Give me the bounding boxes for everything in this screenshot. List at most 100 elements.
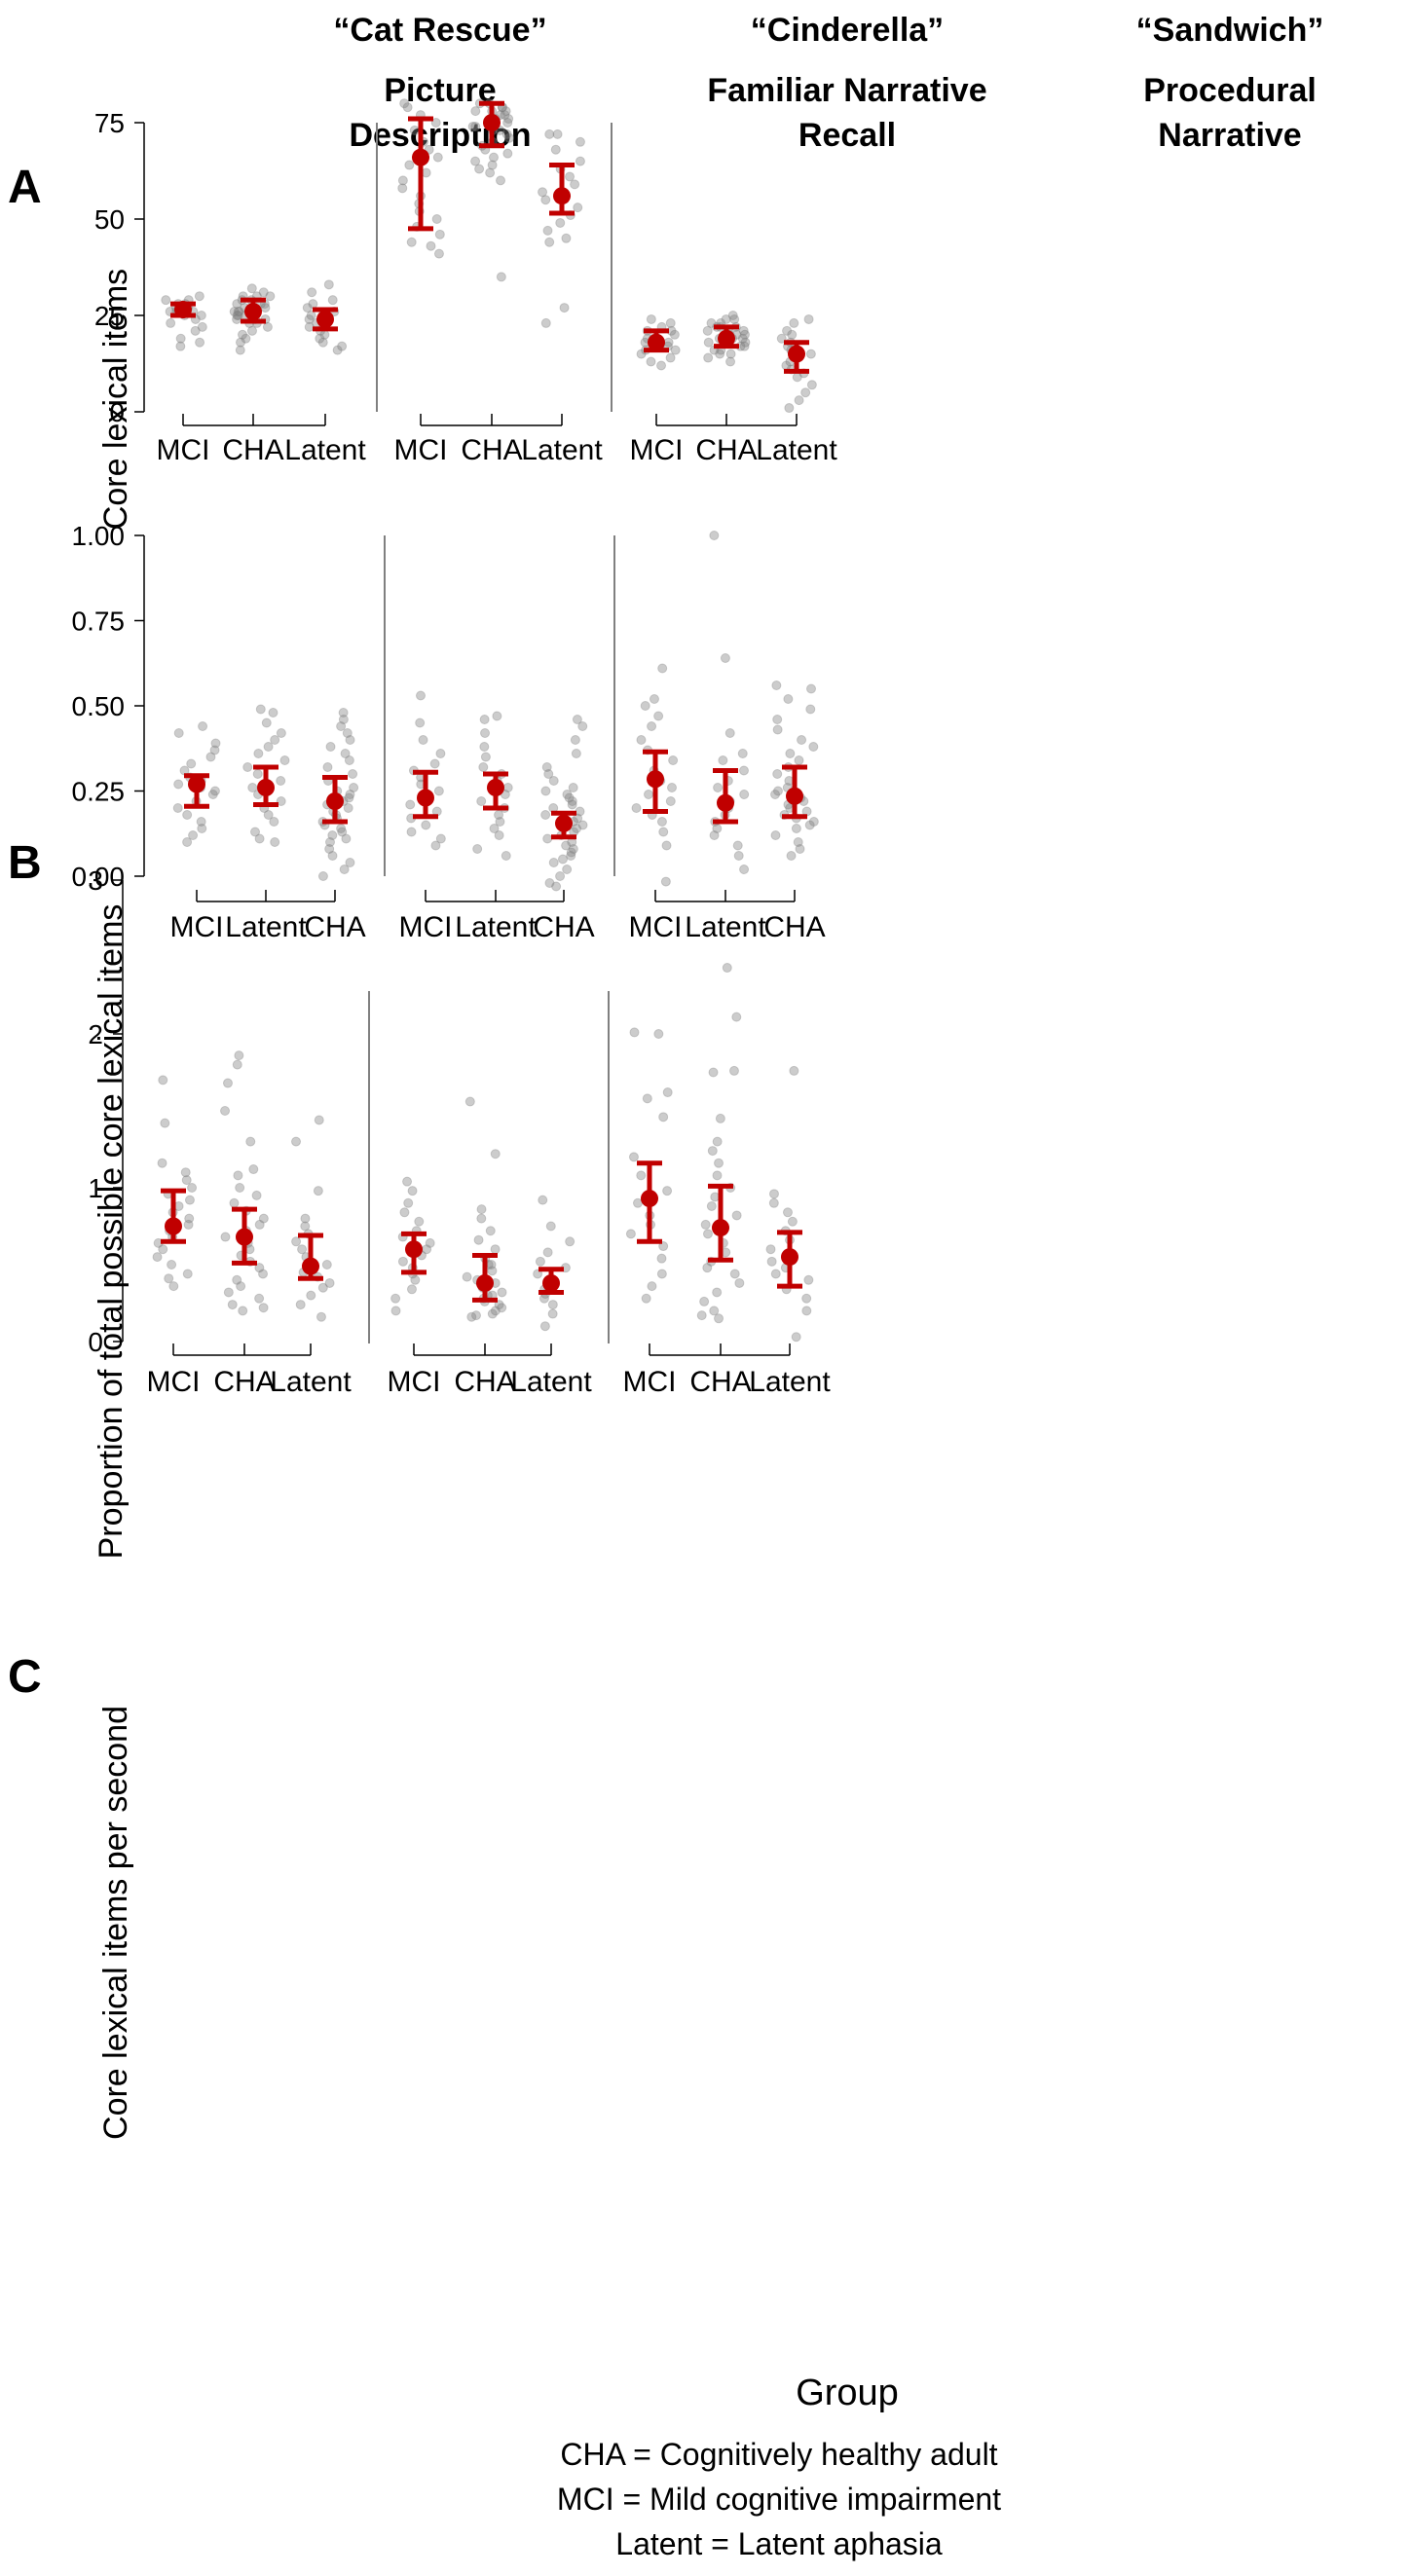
data-point xyxy=(658,1112,669,1122)
data-point xyxy=(307,287,317,298)
data-point xyxy=(316,1311,326,1322)
data-point xyxy=(804,820,815,830)
data-point xyxy=(470,121,481,131)
data-point xyxy=(805,349,816,359)
x-tick-label: MCI xyxy=(394,434,448,466)
data-point xyxy=(568,844,578,854)
data-point xyxy=(557,854,568,865)
data-point xyxy=(479,742,490,752)
data-point xyxy=(302,303,313,313)
data-point xyxy=(808,817,819,827)
x-tick-label: MCI xyxy=(623,1366,677,1398)
data-point xyxy=(414,1216,425,1227)
data-point xyxy=(625,1229,636,1239)
data-point xyxy=(543,769,554,779)
data-point xyxy=(488,152,499,163)
mean-marker xyxy=(712,1219,729,1237)
data-point xyxy=(325,742,336,752)
data-point xyxy=(232,1059,242,1070)
task-type-sandwich-line1: Procedural xyxy=(1143,72,1317,109)
data-point xyxy=(279,755,290,765)
data-point xyxy=(220,1106,231,1116)
x-tick-label: CHA xyxy=(533,911,594,943)
data-point xyxy=(197,321,207,332)
data-point xyxy=(714,1158,724,1168)
data-point xyxy=(670,345,681,355)
task-type-cinderella-line1: Familiar Narrative xyxy=(707,72,986,109)
data-point xyxy=(160,1118,170,1128)
data-point xyxy=(207,790,218,799)
mean-marker xyxy=(781,1248,798,1267)
data-point xyxy=(787,1216,798,1227)
data-point xyxy=(223,1287,234,1298)
y-tick-label: 75 xyxy=(94,108,125,138)
data-point xyxy=(803,313,814,324)
data-point xyxy=(662,1087,673,1098)
data-point xyxy=(706,317,717,328)
data-point xyxy=(470,156,481,166)
x-tick-label: Latent xyxy=(749,1366,831,1398)
data-point xyxy=(462,1271,472,1282)
data-point xyxy=(561,233,572,243)
mean-marker xyxy=(257,779,275,796)
data-point xyxy=(229,307,240,317)
mean-marker xyxy=(718,329,735,348)
data-point xyxy=(544,878,555,888)
data-point xyxy=(718,755,728,765)
data-point xyxy=(772,715,783,724)
x-tick-label: CHA xyxy=(454,1366,515,1398)
data-point xyxy=(476,1204,487,1215)
data-point xyxy=(472,844,483,854)
data-point xyxy=(547,1308,558,1319)
data-point xyxy=(559,303,570,313)
data-point xyxy=(732,840,743,851)
data-point xyxy=(496,272,506,282)
data-point xyxy=(166,317,176,328)
data-point xyxy=(183,1219,194,1230)
y-axis-title-a: Core lexical items xyxy=(97,269,134,530)
data-point xyxy=(406,237,417,247)
data-point xyxy=(628,1152,639,1162)
data-point xyxy=(551,881,562,892)
data-point xyxy=(640,701,650,711)
data-point xyxy=(321,1260,332,1270)
data-point xyxy=(390,1293,401,1304)
data-point xyxy=(487,1266,498,1276)
data-point xyxy=(182,1269,193,1279)
legend-cha: CHA = Cognitively healthy adult xyxy=(560,2437,997,2472)
data-point xyxy=(265,291,276,302)
data-point xyxy=(490,1306,501,1316)
x-tick-label: Latent xyxy=(510,1366,592,1398)
data-point xyxy=(646,313,656,324)
data-point xyxy=(572,715,582,724)
data-point xyxy=(336,721,347,731)
data-point xyxy=(538,187,548,198)
mean-marker xyxy=(641,1190,658,1208)
data-point xyxy=(492,711,502,721)
data-point xyxy=(647,721,657,731)
mean-marker xyxy=(174,301,192,319)
data-point xyxy=(737,333,748,344)
data-point xyxy=(661,840,672,851)
data-point xyxy=(495,817,505,827)
data-point xyxy=(728,1065,739,1076)
data-point xyxy=(544,129,555,139)
data-point xyxy=(565,171,576,182)
data-point xyxy=(474,164,485,174)
data-point xyxy=(425,1237,435,1248)
mean-marker xyxy=(788,345,805,363)
data-point xyxy=(656,817,667,827)
data-point xyxy=(570,179,580,190)
task-type-sandwich-line2: Narrative xyxy=(1158,117,1301,154)
data-point xyxy=(233,1170,243,1181)
x-tick-label: MCI xyxy=(399,911,453,943)
x-tick-label: CHA xyxy=(763,911,825,943)
data-point xyxy=(246,283,257,294)
data-point xyxy=(478,762,489,772)
data-point xyxy=(197,824,207,833)
data-point xyxy=(434,229,445,239)
data-point xyxy=(232,299,242,310)
data-point xyxy=(322,762,333,772)
data-point xyxy=(269,817,279,827)
data-point xyxy=(550,144,561,155)
